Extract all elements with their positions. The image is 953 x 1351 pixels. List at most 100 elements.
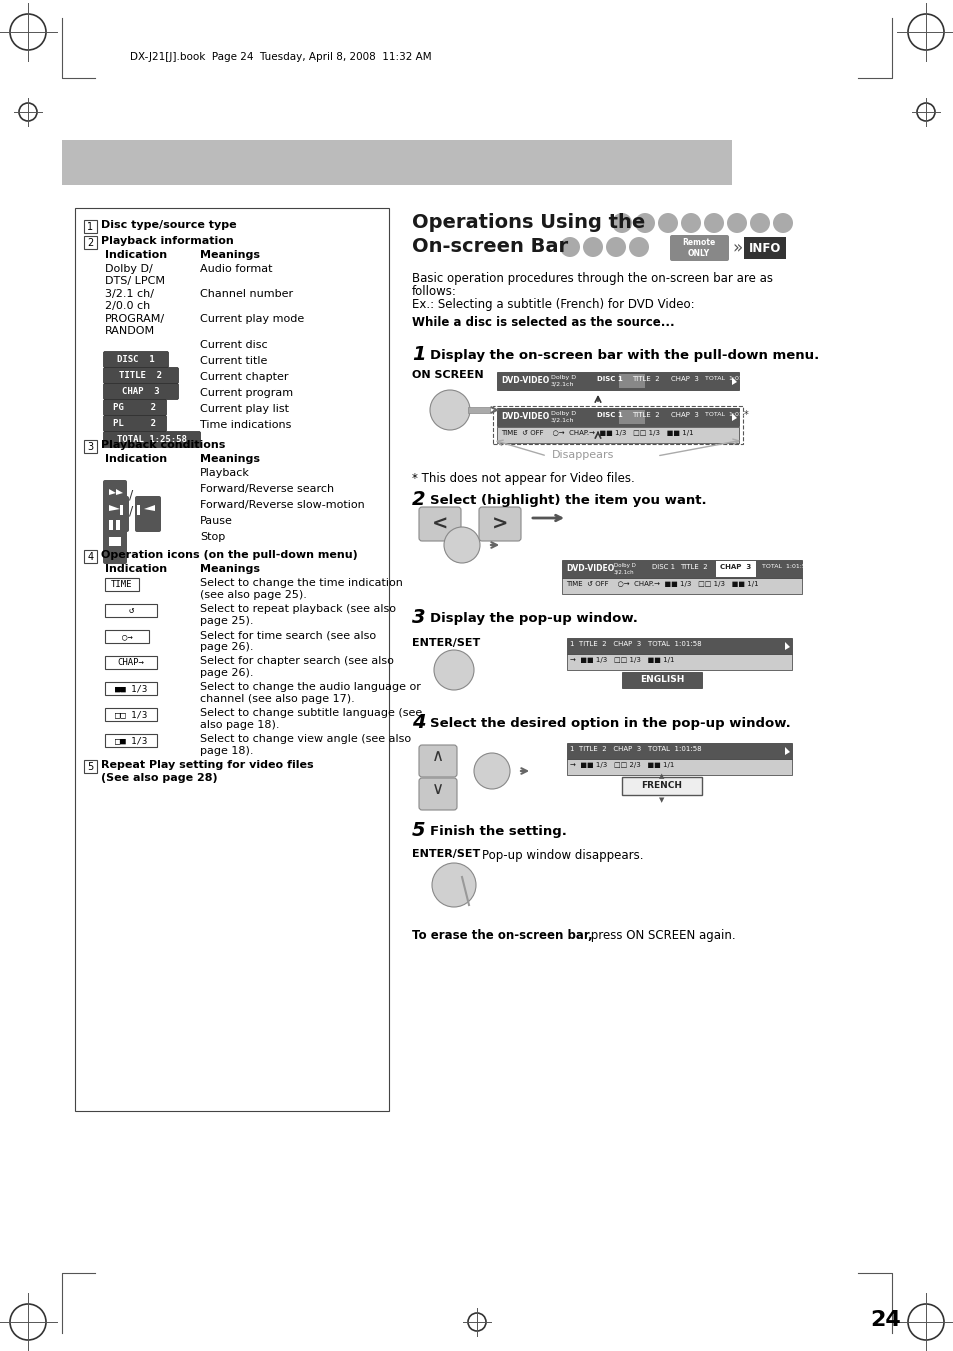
Text: 1: 1 [88,222,93,231]
Text: □□ 1/3: □□ 1/3 [114,711,147,719]
Text: CHAP→: CHAP→ [117,658,144,667]
Bar [621,777,701,794]
Polygon shape [116,489,123,494]
Text: Indication: Indication [105,454,167,463]
Bar [561,561,801,578]
Text: Forward/Reverse slow-motion: Forward/Reverse slow-motion [200,500,364,509]
FancyBboxPatch shape [478,507,520,540]
Text: 3/2.1ch: 3/2.1ch [551,417,574,422]
Text: channel (see also page 17).: channel (see also page 17). [200,694,355,704]
Text: also page 18).: also page 18). [200,720,279,730]
Bar [566,638,791,654]
Text: FRENCH: FRENCH [640,781,681,790]
Text: Dolby D: Dolby D [614,563,636,567]
Text: To erase the on-screen bar,: To erase the on-screen bar, [412,929,592,942]
Text: Dolby D: Dolby D [551,376,576,380]
Text: Operations Using the: Operations Using the [412,213,644,232]
Text: >: > [492,515,508,534]
Text: »: » [731,239,741,257]
Text: 3: 3 [412,608,425,627]
Text: Current title: Current title [200,357,267,366]
Text: →  ■■ 1/3   □□ 1/3   ■■ 1/1: → ■■ 1/3 □□ 1/3 ■■ 1/1 [569,657,674,663]
Text: (See also page 28): (See also page 28) [101,773,217,784]
Text: TIME  ↺ OFF    ○→  CHAP.→  ■■ 1/3   □□ 1/3   ■■ 1/1: TIME ↺ OFF ○→ CHAP.→ ■■ 1/3 □□ 1/3 ■■ 1/… [565,581,758,586]
Text: Display the pop-up window.: Display the pop-up window. [430,612,638,626]
Text: Select for chapter search (see also: Select for chapter search (see also [200,657,394,666]
Text: While a disc is selected as the source...: While a disc is selected as the source..… [412,316,674,330]
FancyBboxPatch shape [103,496,129,516]
FancyBboxPatch shape [135,496,161,516]
Circle shape [559,236,579,257]
Bar [105,657,157,669]
Text: ↺: ↺ [128,607,133,615]
Text: 1  TITLE  2   CHAP  3   TOTAL  1:01:58: 1 TITLE 2 CHAP 3 TOTAL 1:01:58 [569,640,700,647]
Text: □■ 1/3: □■ 1/3 [114,736,147,744]
Text: 4: 4 [88,551,93,562]
Circle shape [628,236,648,257]
Text: /: / [129,504,133,517]
Text: DISC 1: DISC 1 [597,412,622,417]
FancyBboxPatch shape [418,507,460,540]
Bar [561,578,801,594]
Text: Select the desired option in the pop-up window.: Select the desired option in the pop-up … [430,717,790,730]
Bar [105,578,139,590]
Text: page 26).: page 26). [200,642,253,653]
Bar [621,671,701,688]
Text: CHAP  3: CHAP 3 [670,412,699,417]
Text: TITLE  2: TITLE 2 [679,563,707,570]
Text: Select to change subtitle language (see: Select to change subtitle language (see [200,708,422,717]
Text: Select to change the time indication: Select to change the time indication [200,578,402,588]
Bar [716,561,755,577]
Polygon shape [148,489,154,494]
Text: Meanings: Meanings [200,454,260,463]
Circle shape [434,650,474,690]
Text: Select for time search (see also: Select for time search (see also [200,630,375,640]
Text: Pause: Pause [200,516,233,526]
Text: Display the on-screen bar with the pull-down menu.: Display the on-screen bar with the pull-… [430,349,819,362]
Text: * This does not appear for Video files.: * This does not appear for Video files. [412,471,634,485]
Text: 1: 1 [412,345,425,363]
FancyBboxPatch shape [103,431,200,447]
Circle shape [726,213,746,232]
Bar [566,743,791,759]
Bar [497,372,739,390]
Circle shape [635,213,655,232]
Text: Disappears: Disappears [552,450,614,459]
Text: 3/2.1ch: 3/2.1ch [551,381,574,386]
Text: ENTER/SET: ENTER/SET [412,638,479,648]
Polygon shape [109,489,116,494]
Text: Select to change view angle (see also: Select to change view angle (see also [200,734,411,744]
Text: DX-J21[J].book  Page 24  Tuesday, April 8, 2008  11:32 AM: DX-J21[J].book Page 24 Tuesday, April 8,… [130,51,431,62]
Circle shape [430,390,470,430]
Text: Operation icons (on the pull-down menu): Operation icons (on the pull-down menu) [101,550,357,561]
Text: TOTAL  1:01:58: TOTAL 1:01:58 [761,563,809,569]
Text: DVD-VIDEO: DVD-VIDEO [500,376,549,385]
FancyArrow shape [468,407,490,413]
Text: INFO: INFO [748,242,781,254]
Text: TIME  ↺ OFF    ○→  CHAP.→  ■■ 1/3   □□ 1/3   ■■ 1/1: TIME ↺ OFF ○→ CHAP.→ ■■ 1/3 □□ 1/3 ■■ 1/… [500,430,693,436]
Text: /: / [129,488,133,501]
Bar [105,708,157,721]
Text: DISC 1: DISC 1 [651,563,675,570]
Text: Current chapter: Current chapter [200,372,288,382]
Text: Pop-up window disappears.: Pop-up window disappears. [481,848,643,862]
Bar [497,427,739,443]
Text: Indication: Indication [105,250,167,259]
Text: 2: 2 [412,490,425,509]
Circle shape [605,236,625,257]
Circle shape [582,236,602,257]
FancyBboxPatch shape [103,528,127,549]
FancyBboxPatch shape [103,512,129,532]
Text: PG     2: PG 2 [113,403,156,412]
FancyBboxPatch shape [669,235,728,261]
Text: CHAP  3: CHAP 3 [670,376,699,382]
Bar [566,654,791,670]
Text: Finish the setting.: Finish the setting. [430,825,566,838]
Text: press ON SCREEN again.: press ON SCREEN again. [586,929,735,942]
Text: Current play list: Current play list [200,404,289,413]
Text: TITLE  2: TITLE 2 [631,412,659,417]
FancyBboxPatch shape [418,744,456,777]
Bar [743,236,785,259]
FancyBboxPatch shape [103,544,127,563]
Text: CHAP  3: CHAP 3 [122,386,160,396]
